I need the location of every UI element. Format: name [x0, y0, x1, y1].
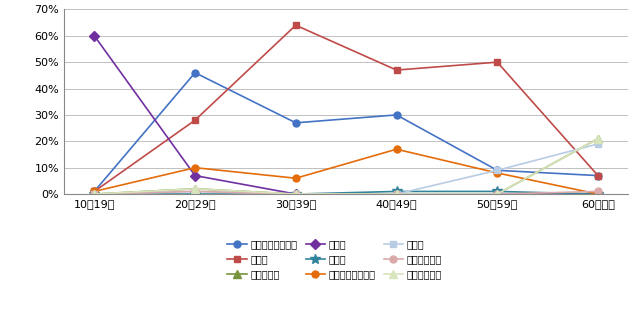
就職・転職・転業: [594, 174, 602, 177]
生活の利便性: [191, 187, 199, 191]
交通の利便性: [292, 192, 299, 196]
Line: 住　宅: 住 宅: [91, 141, 601, 198]
転　動: [90, 190, 98, 193]
結婚・離婚・組組: [90, 190, 98, 193]
就職・転職・転業: [90, 190, 98, 193]
交通の利便性: [494, 192, 501, 196]
交通の利便性: [191, 190, 199, 193]
Line: 交通の利便性: 交通の利便性: [91, 188, 601, 198]
Line: 生活の利便性: 生活の利便性: [90, 135, 602, 198]
生活の利便性: [292, 192, 299, 196]
就職・転職・転業: [292, 121, 299, 125]
Line: 転　動: 転 動: [91, 22, 601, 195]
結婚・離婚・組組: [393, 147, 401, 151]
就　学: [594, 192, 602, 196]
退職・廃業: [191, 187, 199, 191]
就職・転職・転業: [393, 113, 401, 117]
退職・廃業: [494, 192, 501, 196]
卒　業: [393, 190, 401, 193]
就　学: [90, 34, 98, 38]
交通の利便性: [90, 192, 98, 196]
就職・転職・転業: [494, 168, 501, 172]
Line: 就職・転職・転業: 就職・転職・転業: [91, 69, 601, 195]
退職・廃業: [594, 137, 602, 141]
住　宅: [90, 192, 98, 196]
就　学: [191, 174, 199, 177]
転　動: [292, 23, 299, 27]
転　動: [594, 174, 602, 177]
就　学: [494, 192, 501, 196]
転　動: [393, 68, 401, 72]
卒　業: [191, 192, 199, 196]
転　動: [191, 118, 199, 122]
就職・転職・転業: [191, 71, 199, 74]
退職・廃業: [90, 192, 98, 196]
転　動: [494, 60, 501, 64]
結婚・離婚・組組: [594, 192, 602, 196]
交通の利便性: [393, 192, 401, 196]
生活の利便性: [494, 192, 501, 196]
住　宅: [594, 142, 602, 146]
生活の利便性: [393, 192, 401, 196]
結婚・離婚・組組: [494, 171, 501, 175]
就　学: [393, 192, 401, 196]
結婚・離婚・組組: [292, 176, 299, 180]
生活の利便性: [594, 137, 602, 141]
退職・廃業: [393, 192, 401, 196]
Line: 退職・廃業: 退職・廃業: [90, 135, 602, 198]
住　宅: [292, 192, 299, 196]
Legend: 就職・転職・転業, 転　動, 退職・廃業, 就　学, 卒　業, 結婚・離婚・組組, 住　宅, 交通の利便性, 生活の利便性: 就職・転職・転業, 転 動, 退職・廃業, 就 学, 卒 業, 結婚・離婚・組組…: [228, 239, 442, 279]
Line: 卒　業: 卒 業: [90, 187, 603, 199]
住　宅: [191, 190, 199, 193]
結婚・離婚・組組: [191, 166, 199, 170]
卒　業: [292, 192, 299, 196]
就　学: [292, 192, 299, 196]
卒　業: [594, 192, 602, 196]
住　宅: [393, 192, 401, 196]
退職・廃業: [292, 192, 299, 196]
Line: 結婚・離婚・組組: 結婚・離婚・組組: [91, 146, 601, 198]
卒　業: [90, 192, 98, 196]
卒　業: [494, 190, 501, 193]
交通の利便性: [594, 190, 602, 193]
Line: 就　学: 就 学: [91, 32, 601, 198]
住　宅: [494, 168, 501, 172]
生活の利便性: [90, 192, 98, 196]
